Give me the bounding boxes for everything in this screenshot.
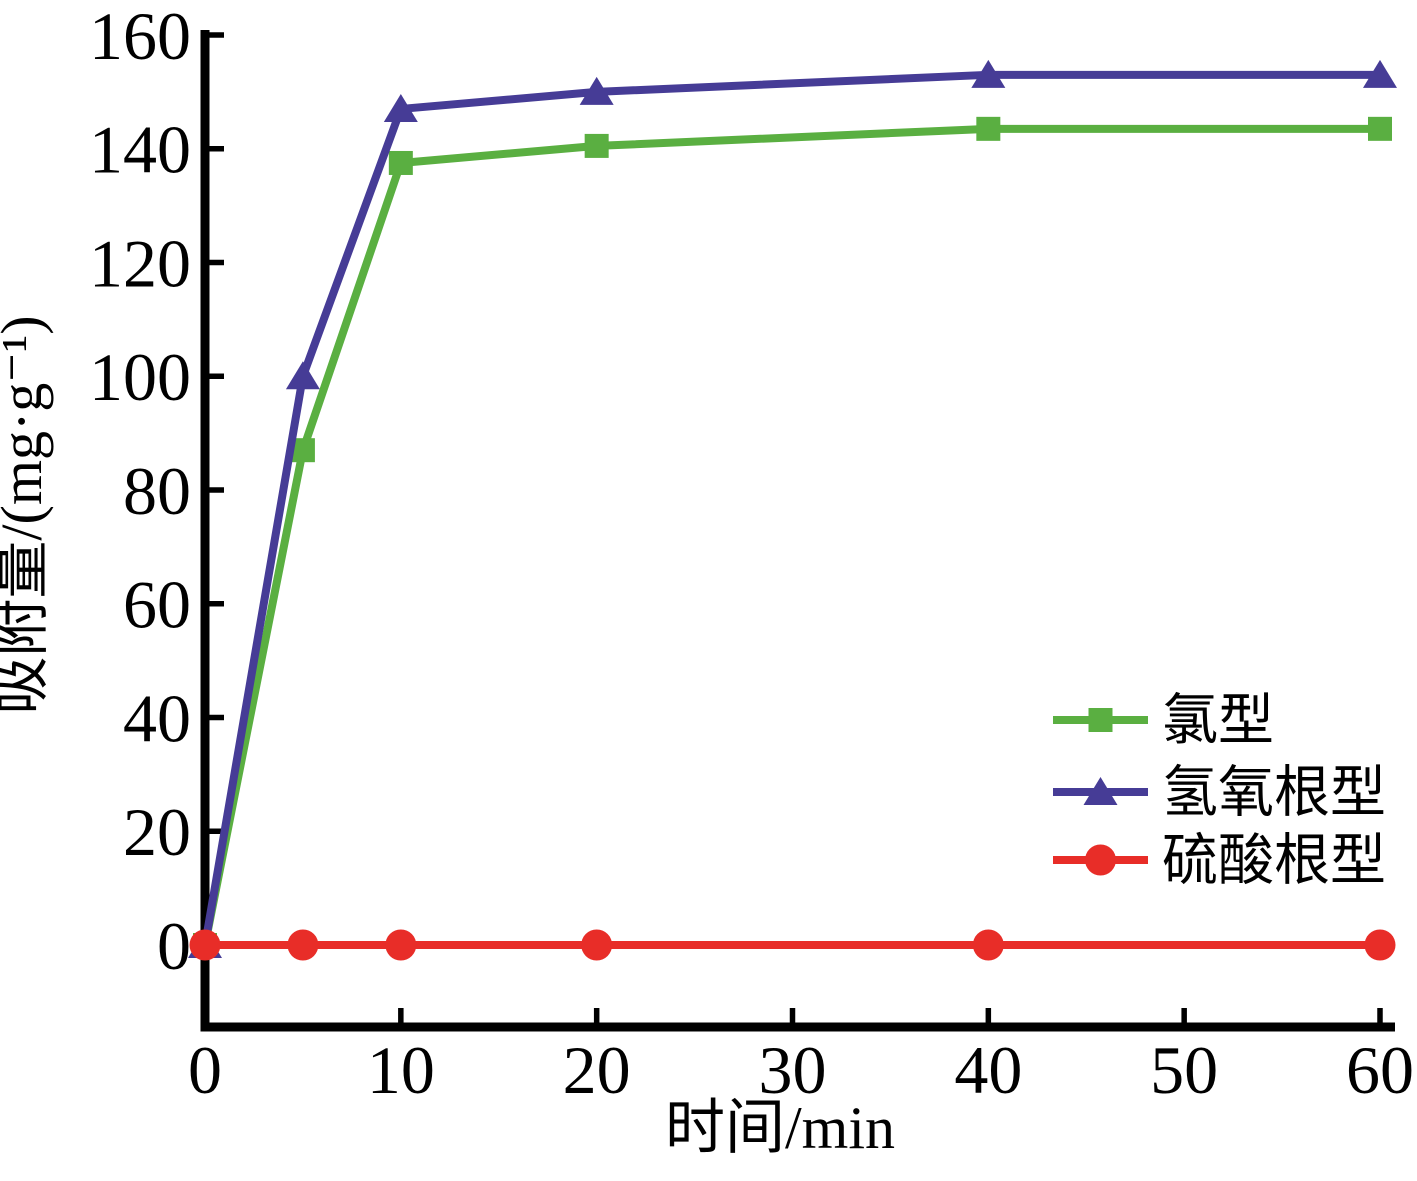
y-axis-title: 吸附量/(mg·g⁻¹) (0, 315, 54, 714)
series-hydroxide-type-triangle-marker (971, 59, 1006, 88)
series-hydroxide-type-triangle-marker (383, 93, 418, 122)
y-tick-label: 120 (89, 225, 191, 301)
series-sulfate-type (189, 929, 1396, 961)
series-hydroxide-type-triangle-marker (579, 76, 614, 105)
legend-hydroxide-type-triangle-marker (1083, 777, 1118, 805)
x-tick-label: 10 (367, 1032, 435, 1108)
legend-label-chloride-type: 氯型 (1162, 691, 1274, 753)
series-hydroxide-type-triangle-marker (285, 361, 320, 390)
x-tick-label: 20 (563, 1032, 631, 1108)
legend-item-hydroxide-type: 氢氧根型 (1053, 763, 1386, 825)
x-tick-label: 40 (954, 1032, 1022, 1108)
legend-label-sulfate-type: 硫酸根型 (1162, 831, 1386, 893)
series-sulfate-type-circle-marker (1364, 929, 1396, 961)
series-sulfate-type-circle-marker (972, 929, 1004, 961)
y-tick-label: 80 (123, 453, 191, 529)
y-tick-label: 60 (123, 567, 191, 643)
x-tick-label: 0 (188, 1032, 222, 1108)
legend-sulfate-type-circle-marker (1085, 844, 1116, 876)
legend-label-hydroxide-type: 氢氧根型 (1162, 763, 1386, 825)
series-chloride-type-square-marker (1367, 116, 1392, 141)
y-tick-label: 40 (123, 680, 191, 756)
series-sulfate-type-circle-marker (385, 929, 417, 961)
series-chloride-type-square-marker (584, 133, 609, 158)
series-sulfate-type-circle-marker (189, 929, 221, 961)
legend-item-sulfate-type: 硫酸根型 (1053, 831, 1386, 893)
series-chloride-type-line (201, 124, 1380, 946)
y-tick-label: 0 (157, 908, 191, 984)
y-tick-label: 160 (89, 0, 191, 74)
series-sulfate-type-circle-marker (581, 929, 613, 961)
series-chloride-type-square-marker (976, 116, 1001, 141)
x-tick-label: 60 (1346, 1032, 1414, 1108)
x-axis-title: 时间/min (665, 1095, 895, 1161)
legend-chloride-type-square-marker (1088, 708, 1113, 732)
series-hydroxide-type-line (201, 70, 1380, 946)
legend-item-chloride-type: 氯型 (1053, 691, 1274, 753)
y-tick-label: 100 (89, 339, 191, 415)
y-tick-label: 20 (123, 794, 191, 870)
x-tick-label: 30 (758, 1032, 826, 1108)
y-tick-label: 140 (89, 112, 191, 188)
series-chloride-type-square-marker (388, 150, 413, 175)
x-tick-label: 50 (1150, 1032, 1218, 1108)
series-sulfate-type-circle-marker (287, 929, 319, 961)
axis-ticks (205, 32, 1383, 1027)
series-hydroxide-type-triangle-marker (1362, 59, 1397, 88)
